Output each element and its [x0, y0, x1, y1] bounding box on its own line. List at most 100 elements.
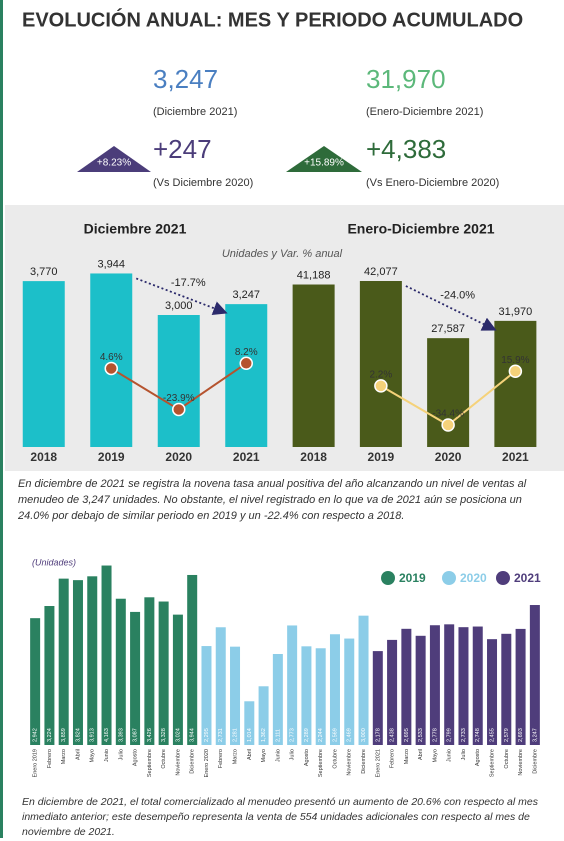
x-tick-label: 2019	[368, 450, 395, 464]
x-tick-label: Mayo	[432, 749, 438, 762]
bar-value-label: 3,247	[232, 289, 260, 301]
bar-value-label: 2,748	[475, 728, 481, 742]
bar-value-label: 2,778	[432, 728, 438, 742]
bar-value-label: 2,295	[204, 728, 210, 742]
x-tick-label: Mayo	[261, 749, 267, 762]
bar-value-label: 3,393	[118, 728, 124, 742]
bar	[429, 625, 440, 745]
bar	[292, 284, 335, 447]
chart-panel	[5, 205, 564, 471]
legend-label: 2020	[460, 571, 487, 585]
x-tick-label: Marzo	[404, 749, 410, 764]
bar-value-label: 3,944	[190, 728, 196, 742]
bar	[258, 686, 269, 745]
bar-value-label: 2,244	[318, 728, 324, 742]
variation-label: 4.6%	[100, 352, 123, 363]
x-tick-label: Marzo	[232, 749, 238, 764]
bar	[287, 625, 298, 745]
bar-value-label: 3,770	[30, 266, 58, 278]
bar-value-label: 3,913	[90, 728, 96, 742]
bar	[329, 634, 340, 745]
kpi-label: (Diciembre 2021)	[153, 106, 237, 118]
bar-value-label: 3,824	[75, 728, 81, 742]
bar	[458, 627, 469, 745]
bar	[172, 614, 183, 745]
badge	[77, 146, 151, 172]
variation-label: -23.9%	[163, 393, 195, 404]
charts: Diciembre 2021 2018 2019 2020 2021 3,770 3,944…	[22, 221, 541, 777]
bar	[130, 611, 141, 745]
bar-value-label: 3,247	[532, 728, 538, 742]
bar	[444, 624, 455, 745]
chart-title: Enero-Diciembre 2021	[347, 221, 494, 237]
x-tick-label: Noviembre	[518, 749, 524, 776]
bar	[187, 574, 198, 745]
x-tick-label: Octubre	[504, 749, 510, 769]
bar	[72, 580, 83, 745]
bar	[101, 565, 112, 745]
paragraph: En diciembre de 2021 se registra la nove…	[18, 478, 527, 522]
kpi-label: (Enero-Diciembre 2021)	[366, 106, 483, 118]
bar-value-label: 1,014	[247, 728, 253, 742]
bar	[215, 627, 226, 745]
annotation-arrow	[405, 285, 497, 331]
bar-value-label: 3,944	[97, 258, 125, 270]
bar-value-label: 2,799	[447, 728, 453, 742]
bar-value-label: 2,569	[332, 728, 338, 742]
bar-value-label: 2,695	[404, 728, 410, 742]
bar	[115, 598, 126, 745]
bar	[22, 281, 65, 447]
bar-value-label: 2,455	[489, 728, 495, 742]
badge	[286, 146, 362, 172]
bar	[494, 320, 537, 447]
x-tick-label: Septiembre	[489, 749, 495, 777]
x-tick-label: Diciembre	[361, 749, 367, 774]
kpi-value: 31,970	[366, 64, 446, 94]
x-tick-label: 2019	[98, 450, 125, 464]
variation-label: 8.2%	[235, 347, 258, 358]
x-tick-label: Julio	[118, 749, 124, 760]
bar	[415, 635, 426, 745]
bar-value-label: 2,733	[461, 728, 467, 742]
x-tick-label: Enero 2021	[375, 749, 381, 777]
left-border	[0, 0, 3, 838]
bar	[244, 701, 255, 745]
bar-value-label: 31,970	[499, 306, 533, 318]
kpi-label: (Vs Diciembre 2020)	[153, 177, 253, 189]
variation-label: -34.4%	[432, 409, 464, 420]
legend-label: 2019	[399, 571, 426, 585]
kpi-value: +4,383	[366, 134, 446, 164]
kpi-label: (Vs Enero-Diciembre 2020)	[366, 177, 499, 189]
bar-value-label: 2,533	[418, 728, 424, 742]
x-tick-label: Octubre	[332, 749, 338, 769]
bar-value-label: 2,579	[504, 728, 510, 742]
legend-swatch	[442, 571, 456, 585]
bar	[144, 597, 155, 745]
variation-point	[239, 356, 253, 371]
chart-title: Diciembre 2021	[84, 221, 187, 237]
legend-label: 2021	[514, 571, 541, 585]
bar	[201, 646, 212, 745]
bar	[372, 651, 383, 745]
bar	[515, 628, 526, 745]
bar-value-label: 41,188	[297, 269, 331, 281]
bar-value-label: 2,693	[518, 728, 524, 742]
bar	[225, 304, 268, 447]
bar-value-label: 3,087	[133, 728, 139, 742]
bar-value-label: 2,289	[304, 728, 310, 742]
x-tick-label: Marzo	[61, 749, 67, 764]
legend-swatch	[496, 571, 510, 585]
x-tick-label: Agosto	[475, 749, 481, 766]
bar	[44, 606, 55, 745]
x-tick-label: Noviembre	[175, 749, 181, 776]
x-tick-label: 2021	[502, 450, 529, 464]
bar-value-label: 2,111	[275, 729, 281, 742]
paragraph: En diciembre de 2021, el total comercial…	[22, 796, 538, 839]
x-tick-label: Junio	[447, 749, 453, 762]
bar	[58, 578, 69, 745]
x-tick-label: Junio	[275, 749, 281, 762]
x-tick-label: Julio	[290, 749, 296, 760]
bar	[529, 605, 540, 745]
